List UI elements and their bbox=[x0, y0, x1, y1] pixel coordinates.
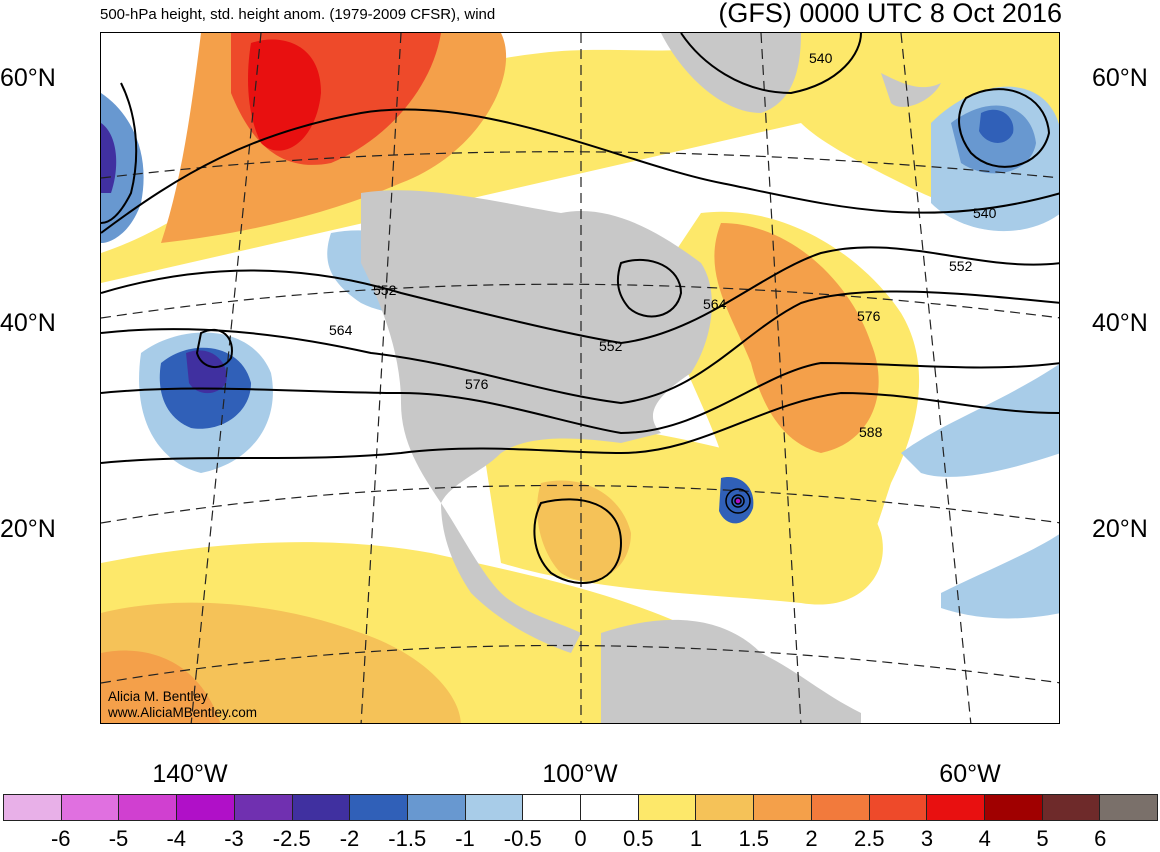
colorbar-tick-label: 0 bbox=[574, 826, 587, 851]
colorbar-swatch bbox=[1100, 795, 1158, 820]
lat-label-40n-right: 40°N bbox=[1092, 309, 1148, 337]
contour-label: 540 bbox=[973, 205, 997, 221]
map-title: 500-hPa height, std. height anom. (1979-… bbox=[100, 6, 496, 23]
colorbar-swatch bbox=[119, 795, 178, 820]
colorbar-tick-label: -0.5 bbox=[503, 826, 542, 851]
colorbar-tick-label: -2.5 bbox=[272, 826, 311, 851]
graticule bbox=[101, 33, 1059, 723]
contour-label: 564 bbox=[329, 322, 353, 338]
lon-label-60w: 60°W bbox=[939, 760, 1001, 788]
colorbar-swatch bbox=[177, 795, 235, 820]
colorbar bbox=[3, 794, 1158, 821]
colorbar-tick-label: 1.5 bbox=[738, 826, 770, 851]
colorbar-tick-label: 4 bbox=[978, 826, 991, 851]
lat-label-20n-left: 20°N bbox=[0, 515, 56, 543]
lon-label-140w: 140°W bbox=[152, 760, 228, 788]
credit-website: www.AliciaMBentley.com bbox=[108, 705, 258, 720]
colorbar-swatch bbox=[523, 795, 582, 820]
colorbar-swatch bbox=[927, 795, 985, 820]
lat-label-60n-right: 60°N bbox=[1092, 64, 1148, 92]
colorbar-swatch bbox=[4, 795, 62, 820]
colorbar-swatch bbox=[581, 795, 639, 820]
colorbar-swatch bbox=[811, 795, 870, 820]
colorbar-tick-label: -2 bbox=[339, 826, 360, 851]
contour-label: 552 bbox=[949, 258, 973, 274]
lon-label-100w: 100°W bbox=[542, 760, 618, 788]
map-valid-time: (GFS) 0000 UTC 8 Oct 2016 bbox=[718, 0, 1062, 28]
colorbar-swatch bbox=[234, 795, 293, 820]
lat-label-60n-left: 60°N bbox=[0, 64, 56, 92]
lat-label-20n-right: 20°N bbox=[1092, 515, 1148, 543]
colorbar-swatch bbox=[869, 795, 928, 820]
anomaly-shading-positive bbox=[101, 33, 1059, 723]
land-masses bbox=[361, 33, 941, 723]
colorbar-swatch bbox=[465, 795, 524, 820]
contour-label: 540 bbox=[809, 50, 833, 66]
colorbar-tick-label: -3 bbox=[224, 826, 244, 851]
colorbar-tick-label: 3 bbox=[920, 826, 934, 851]
tropical-low bbox=[725, 488, 751, 514]
colorbar-swatch bbox=[1042, 795, 1101, 820]
colorbar-swatch bbox=[984, 795, 1043, 820]
colorbar-swatch bbox=[638, 795, 697, 820]
colorbar-tick-label: -5 bbox=[108, 826, 129, 851]
colorbar-swatch bbox=[350, 795, 408, 820]
colorbar-swatch bbox=[754, 795, 812, 820]
colorbar-tick-label: 0.5 bbox=[622, 826, 654, 851]
contour-label: 576 bbox=[857, 308, 881, 324]
colorbar-swatch bbox=[292, 795, 351, 820]
colorbar-tick-label: -6 bbox=[50, 826, 71, 851]
contour-label: 588 bbox=[859, 424, 883, 440]
map-panel: 540 540 552 552 552 564 564 576 576 588 bbox=[100, 32, 1060, 724]
colorbar-tick-label: 5 bbox=[1036, 826, 1049, 851]
map-svg: 540 540 552 552 552 564 564 576 576 588 bbox=[101, 33, 1059, 723]
credit-author: Alicia M. Bentley bbox=[108, 689, 208, 704]
colorbar-tick-label: -1.5 bbox=[388, 826, 427, 851]
colorbar-tick-label: 2.5 bbox=[853, 826, 885, 851]
colorbar-tick-label: 6 bbox=[1094, 826, 1107, 851]
colorbar-tick-label: 2 bbox=[805, 826, 818, 851]
contour-label: 564 bbox=[703, 296, 727, 312]
colorbar-swatch bbox=[407, 795, 466, 820]
lat-label-40n-left: 40°N bbox=[0, 309, 56, 337]
height-contours bbox=[101, 33, 1059, 584]
contour-label: 576 bbox=[465, 376, 489, 392]
colorbar-tick-label: 1 bbox=[689, 826, 703, 851]
colorbar-swatch bbox=[696, 795, 755, 820]
colorbar-tick-label: -1 bbox=[455, 826, 475, 851]
colorbar-swatch bbox=[61, 795, 120, 820]
colorbar-tick-label: -4 bbox=[166, 826, 187, 851]
contour-label: 552 bbox=[373, 282, 397, 298]
contour-label: 552 bbox=[599, 338, 623, 354]
